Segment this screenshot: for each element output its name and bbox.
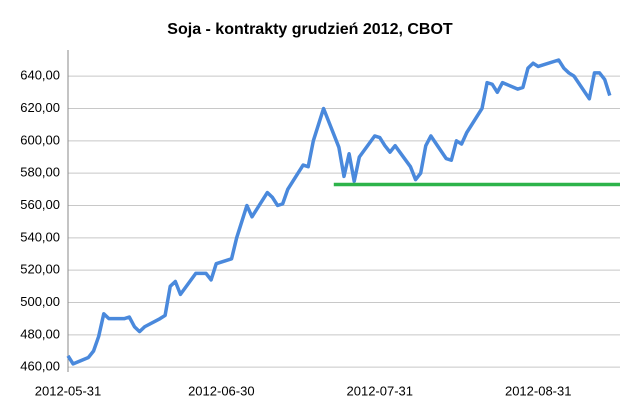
y-tick-label: 600,00 (20, 132, 60, 147)
y-tick-label: 500,00 (20, 294, 60, 309)
y-tick-label: 520,00 (20, 262, 60, 277)
x-tick-label: 2012-08-31 (505, 383, 572, 398)
x-tick-label: 2012-06-30 (188, 383, 255, 398)
y-tick-label: 540,00 (20, 229, 60, 244)
y-tick-label: 560,00 (20, 197, 60, 212)
y-tick-label: 640,00 (20, 68, 60, 83)
x-tick-label: 2012-07-31 (347, 383, 414, 398)
chart-title: Soja - kontrakty grudzień 2012, CBOT (167, 21, 453, 38)
y-tick-label: 620,00 (20, 100, 60, 115)
y-tick-label: 580,00 (20, 165, 60, 180)
line-series (66, 58, 612, 366)
x-tick-label: 2012-05-31 (35, 383, 102, 398)
y-tick-label: 460,00 (20, 359, 60, 374)
y-tick-label: 480,00 (20, 326, 60, 341)
